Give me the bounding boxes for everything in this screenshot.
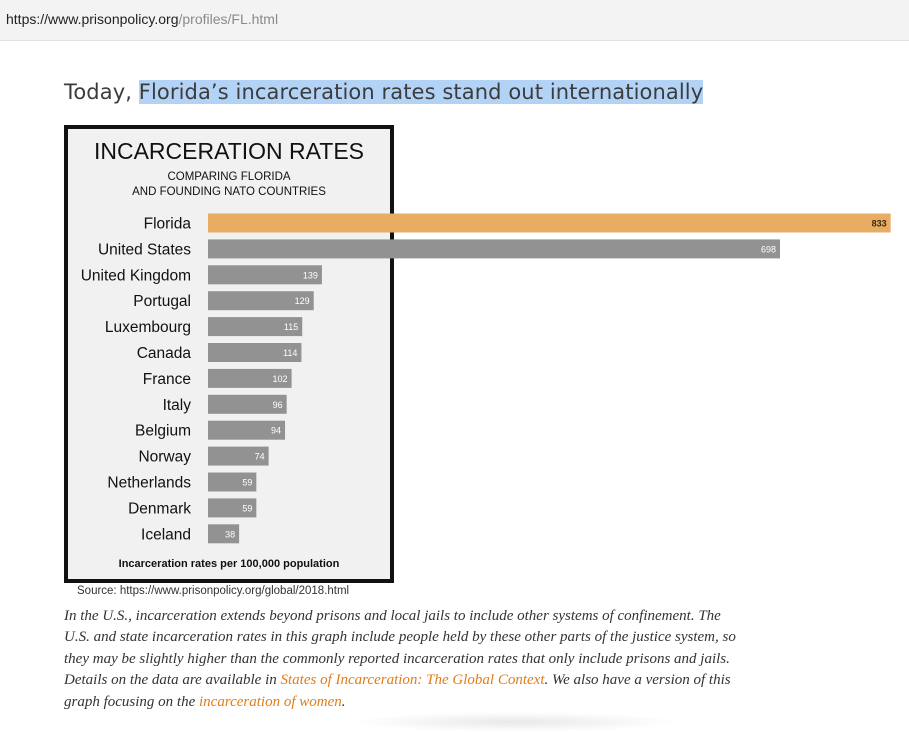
category-label-iceland: Iceland: [141, 526, 191, 543]
section-heading: Today, Florida’s incarceration rates sta…: [64, 80, 704, 104]
category-label-france: France: [143, 371, 191, 388]
value-label-luxembourg: 115: [284, 322, 298, 332]
value-label-netherlands: 59: [242, 478, 252, 488]
value-label-united-states: 698: [761, 244, 776, 254]
bar-florida: [208, 213, 891, 233]
category-label-netherlands: Netherlands: [107, 475, 191, 492]
chart-subtitle-line1: COMPARING FLORIDA: [167, 171, 290, 183]
category-label-belgium: Belgium: [135, 423, 191, 440]
bar-denmark: [208, 498, 257, 518]
heading-prefix: Today,: [64, 80, 139, 104]
value-label-united-kingdom: 139: [303, 270, 318, 280]
bar-france: [208, 368, 292, 388]
chart-source: Source: https://www.prisonpolicy.org/glo…: [77, 585, 350, 597]
caption-text-3: .: [341, 693, 346, 710]
value-label-iceland: 38: [225, 529, 235, 539]
category-label-canada: Canada: [137, 345, 192, 362]
chart-bars: Florida 833 United States 698 United Kingdom…: [81, 213, 891, 544]
bar-netherlands: [208, 472, 257, 492]
value-label-canada: 114: [283, 348, 297, 358]
url-path: /profiles/FL.html: [178, 11, 279, 27]
bar-iceland: [208, 524, 240, 544]
bottom-shadow: [350, 712, 680, 732]
bar-united-states: [208, 239, 781, 259]
category-label-florida: Florida: [144, 216, 192, 233]
value-label-norway: 74: [255, 452, 265, 462]
value-label-italy: 96: [273, 400, 283, 410]
category-label-united-states: United States: [98, 241, 191, 258]
heading-selected-text[interactable]: Florida’s incarceration rates stand out …: [138, 80, 704, 104]
bar-united-kingdom: [208, 265, 322, 285]
category-label-italy: Italy: [163, 397, 192, 414]
category-label-norway: Norway: [138, 449, 191, 466]
chart-footnote: Incarceration rates per 100,000 populati…: [119, 558, 340, 570]
chart-caption: In the U.S., incarceration extends beyon…: [64, 606, 744, 713]
value-label-portugal: 129: [295, 296, 310, 306]
states-of-incarceration-link[interactable]: States of Incarceration: The Global Cont…: [280, 672, 545, 689]
category-label-denmark: Denmark: [128, 500, 191, 517]
bar-portugal: [208, 291, 314, 311]
bar-italy: [208, 394, 287, 414]
value-label-france: 102: [273, 374, 288, 384]
value-label-florida: 833: [872, 219, 887, 229]
bar-canada: [208, 343, 302, 362]
category-label-united-kingdom: United Kingdom: [81, 267, 191, 284]
incarceration-of-women-link[interactable]: incarceration of women: [199, 693, 342, 710]
category-label-portugal: Portugal: [133, 293, 191, 310]
bar-belgium: [208, 420, 286, 440]
caption-text-2: . We also have a version of this graph f…: [64, 672, 731, 710]
category-label-luxembourg: Luxembourg: [105, 319, 191, 336]
value-label-belgium: 94: [271, 426, 281, 436]
url-text[interactable]: https://www.prisonpolicy.org/profiles/FL…: [6, 11, 278, 27]
address-bar[interactable]: https://www.prisonpolicy.org/profiles/FL…: [0, 0, 909, 41]
chart-subtitle-line2: AND FOUNDING NATO COUNTRIES: [132, 186, 326, 198]
chart-title: INCARCERATION RATES: [94, 138, 364, 164]
caption-text-1: In the U.S., incarceration extends beyon…: [64, 608, 736, 689]
value-label-denmark: 59: [242, 503, 252, 513]
bar-luxembourg: [208, 317, 303, 337]
bar-norway: [208, 446, 269, 466]
url-host: https://www.prisonpolicy.org: [6, 11, 179, 27]
